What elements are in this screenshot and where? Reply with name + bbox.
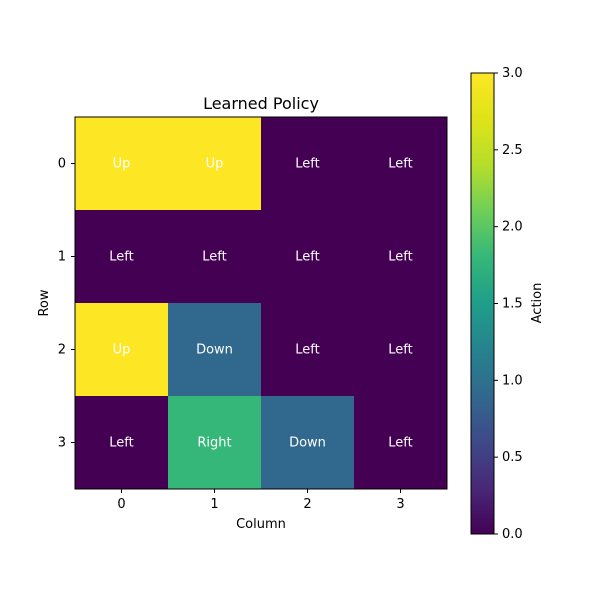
heatmap-cell xyxy=(75,303,169,397)
heatmap-cell xyxy=(354,396,448,490)
y-tick-label: 0 xyxy=(58,157,66,172)
chart-title: Learned Policy xyxy=(203,94,319,113)
cell-label: Up xyxy=(113,157,131,172)
colorbar-tick-label: 1.5 xyxy=(502,297,523,312)
colorbar-tick-label: 0.5 xyxy=(502,450,523,465)
y-tick-label: 3 xyxy=(58,436,66,451)
colorbar xyxy=(470,72,495,535)
heatmap-cell xyxy=(168,210,262,304)
heatmap-cell xyxy=(354,210,448,304)
heatmap-cell xyxy=(261,117,355,211)
colorbar-ticks: 0.0 0.5 1.0 1.5 2.0 2.5 3.0 xyxy=(494,66,523,542)
colorbar-tick-label: 2.0 xyxy=(502,220,523,235)
cell-label: Left xyxy=(109,436,133,451)
colorbar-tick-label: 1.0 xyxy=(502,373,523,388)
x-tick-label: 0 xyxy=(117,497,125,512)
heatmap-cell xyxy=(354,303,448,397)
heatmap-cell xyxy=(261,303,355,397)
colorbar-tick-label: 3.0 xyxy=(502,66,523,81)
cell-label: Right xyxy=(197,436,231,451)
heatmap-cell xyxy=(261,210,355,304)
y-tick-label: 2 xyxy=(58,343,66,358)
heatmap-cell xyxy=(168,117,262,211)
x-axis-ticks: 0 1 2 3 xyxy=(117,489,405,512)
heatmap-cells xyxy=(75,117,448,490)
heatmap-cell-labels: Up Up Left Left Left Left Left Left Up Down Left Le… xyxy=(109,157,412,451)
x-axis-label: Column xyxy=(236,517,286,532)
cell-label: Down xyxy=(196,343,233,358)
cell-label: Down xyxy=(289,436,326,451)
cell-label: Left xyxy=(202,250,226,265)
y-axis-ticks: 0 1 2 3 xyxy=(58,157,75,451)
colorbar-tick-label: 0.0 xyxy=(502,527,523,542)
colorbar-label: Action xyxy=(530,283,545,324)
cell-label: Left xyxy=(388,157,412,172)
x-tick-label: 3 xyxy=(396,497,404,512)
heatmap-cell xyxy=(261,396,355,490)
cell-label: Left xyxy=(388,343,412,358)
x-tick-label: 1 xyxy=(210,497,218,512)
cell-label: Left xyxy=(109,250,133,265)
y-axis-label: Row xyxy=(37,289,52,316)
heatmap-cell xyxy=(75,117,169,211)
heatmap-cell xyxy=(75,210,169,304)
heatmap-cell xyxy=(168,396,262,490)
cell-label: Up xyxy=(206,157,224,172)
heatmap-cell xyxy=(168,303,262,397)
cell-label: Left xyxy=(295,343,319,358)
cell-label: Left xyxy=(295,250,319,265)
cell-label: Left xyxy=(388,436,412,451)
plot-frame xyxy=(74,116,448,490)
heatmap-cell xyxy=(354,117,448,211)
cell-label: Left xyxy=(295,157,319,172)
x-tick-label: 2 xyxy=(303,497,311,512)
cell-label: Up xyxy=(113,343,131,358)
colorbar-tick-label: 2.5 xyxy=(502,143,523,158)
cell-label: Left xyxy=(388,250,412,265)
heatmap-cell xyxy=(75,396,169,490)
y-tick-label: 1 xyxy=(58,250,66,265)
